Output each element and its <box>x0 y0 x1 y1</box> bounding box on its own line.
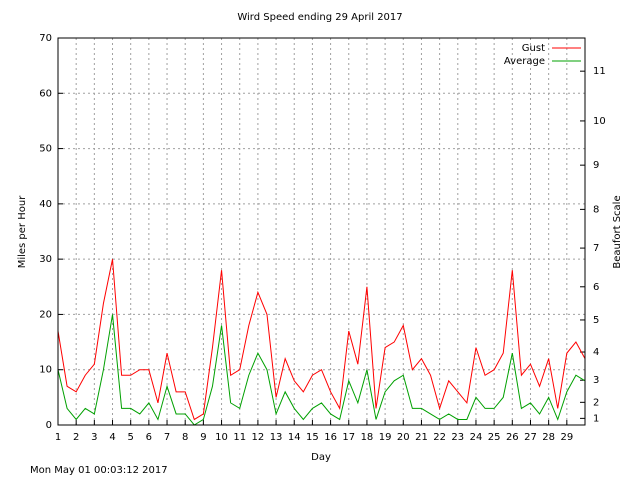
y-tick-label: 30 <box>39 254 52 265</box>
y2-axis-label: Beaufort Scale <box>612 195 623 268</box>
y2-tick-label: 2 <box>593 397 599 408</box>
x-tick-label: 11 <box>233 432 246 443</box>
y-axis-label: Miles per Hour <box>17 195 28 268</box>
x-tick-label: 29 <box>560 432 573 443</box>
y-tick-label: 0 <box>46 420 52 431</box>
x-tick-label: 10 <box>215 432 228 443</box>
x-tick-label: 13 <box>270 432 283 443</box>
x-tick-label: 28 <box>542 432 555 443</box>
x-tick-label: 27 <box>524 432 537 443</box>
y-tick-label: 10 <box>39 365 52 376</box>
y2-tick-label: 7 <box>593 243 599 254</box>
x-tick-label: 4 <box>109 432 115 443</box>
x-tick-label: 24 <box>470 432 483 443</box>
x-tick-label: 16 <box>324 432 337 443</box>
x-tick-label: 1 <box>55 432 61 443</box>
y-tick-label: 70 <box>39 33 52 44</box>
legend-label: Average <box>504 56 545 67</box>
plot-frame <box>57 37 586 426</box>
x-tick-label: 23 <box>451 432 464 443</box>
y2-tick-label: 4 <box>593 347 599 358</box>
x-tick-label: 17 <box>342 432 355 443</box>
y2-tick-label: 8 <box>593 204 599 215</box>
y-tick-label: 40 <box>39 199 52 210</box>
x-tick-label: 20 <box>397 432 410 443</box>
series-line <box>57 314 586 426</box>
x-tick-label: 25 <box>488 432 501 443</box>
y-tick-label: 50 <box>39 144 52 155</box>
y-tick-label: 60 <box>39 88 52 99</box>
x-tick-label: 6 <box>146 432 152 443</box>
y2-tick-label: 10 <box>593 116 606 127</box>
y-tick-label: 20 <box>39 309 52 320</box>
x-tick-label: 14 <box>288 432 301 443</box>
x-tick-label: 7 <box>164 432 170 443</box>
chart-title: Wird Speed ending 29 April 2017 <box>237 12 402 23</box>
y2-tick-label: 6 <box>593 282 599 293</box>
x-tick-label: 5 <box>128 432 134 443</box>
x-tick-label: 18 <box>361 432 374 443</box>
x-tick-label: 22 <box>433 432 446 443</box>
x-tick-label: 19 <box>379 432 392 443</box>
y2-tick-label: 5 <box>593 315 599 326</box>
x-tick-label: 9 <box>200 432 206 443</box>
y2-tick-label: 11 <box>593 66 606 77</box>
x-tick-label: 2 <box>73 432 79 443</box>
footer: Mon May 01 00:03:12 2017 <box>30 465 168 476</box>
series-line <box>57 259 586 421</box>
x-axis-label: Day <box>311 452 331 463</box>
y2-tick-label: 9 <box>593 160 599 171</box>
x-tick-label: 3 <box>91 432 97 443</box>
x-tick-label: 15 <box>306 432 319 443</box>
y2-tick-label: 3 <box>593 375 599 386</box>
x-tick-label: 12 <box>252 432 265 443</box>
legend-label: Gust <box>522 43 545 54</box>
x-tick-label: 8 <box>182 432 188 443</box>
y2-tick-label: 1 <box>593 413 599 424</box>
x-tick-label: 26 <box>506 432 519 443</box>
x-tick-label: 21 <box>415 432 428 443</box>
